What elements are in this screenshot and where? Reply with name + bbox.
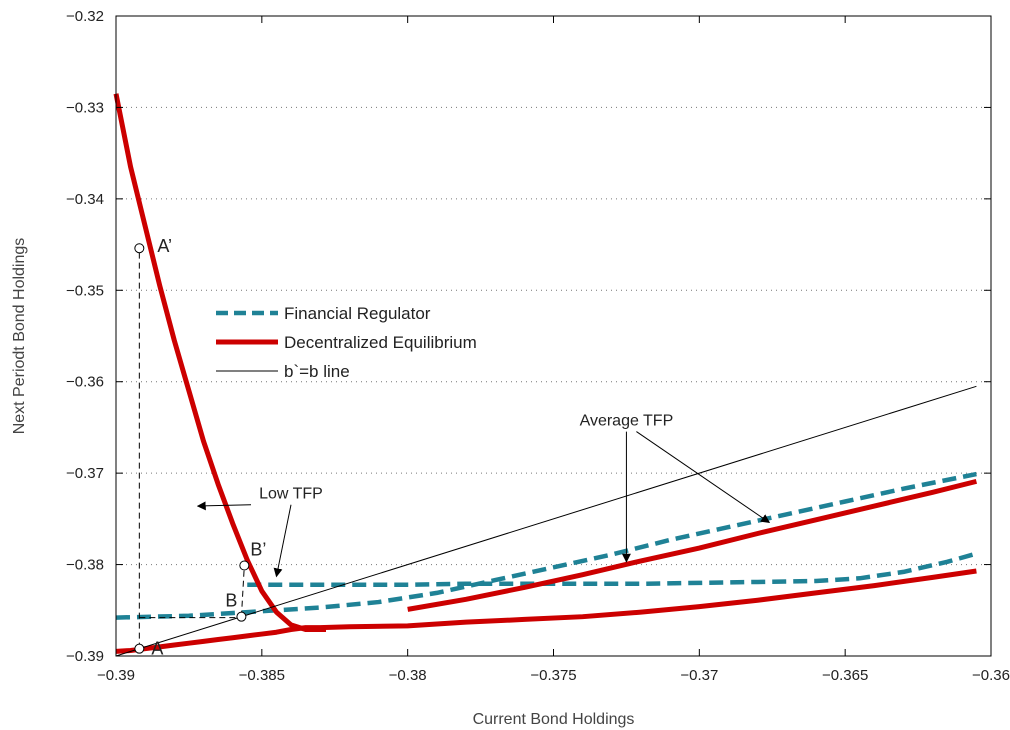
x-tick-label: −0.38 (389, 667, 427, 684)
series-b-b-line-line (115, 385, 977, 657)
x-axis-title: Current Bond Holdings (473, 711, 635, 728)
x-tick-label: −0.365 (822, 667, 868, 684)
annotation-label: Low TFP (259, 486, 323, 503)
point-label: B’ (250, 539, 266, 559)
plot-series (113, 93, 978, 657)
point-marker (134, 643, 145, 654)
x-tick-label: −0.37 (680, 667, 718, 684)
y-tick-label: −0.38 (66, 557, 104, 574)
point-marker (236, 611, 247, 622)
annotation-arrow (273, 504, 292, 578)
y-tick-label: −0.35 (66, 282, 104, 299)
point-marker (239, 560, 250, 571)
annotation-arrow (636, 431, 771, 524)
y-tick-label: −0.33 (66, 99, 104, 116)
legend-label: b`=b line (284, 362, 350, 381)
y-tick-label: −0.36 (66, 374, 104, 391)
series-financial-regulator-line (247, 551, 978, 587)
y-tick-label: −0.32 (66, 8, 104, 25)
annotation-label: Average TFP (580, 413, 674, 430)
y-tick-label: −0.34 (66, 191, 104, 208)
x-tick-label: −0.39 (97, 667, 135, 684)
guide-line (240, 565, 245, 617)
point-label: A (151, 639, 163, 659)
point-marker (134, 243, 145, 254)
y-tick-label: −0.37 (66, 465, 104, 482)
point-label: A’ (157, 236, 172, 256)
grid (116, 15, 991, 566)
point-markers: A A’ B B’ (134, 236, 266, 659)
y-tick-label: −0.39 (66, 648, 104, 665)
legend-label: Financial Regulator (284, 304, 431, 323)
ticks: −0.39 −0.385 −0.38 −0.375 −0.37 −0.365 −0.36 −0… (66, 8, 1010, 684)
guide-lines (138, 248, 245, 649)
series-decentralized-equilibrium-line (113, 93, 326, 632)
legend-label: Decentralized Equilibrium (284, 333, 477, 352)
annotations: Average TFP Low TFP (196, 413, 771, 578)
x-tick-label: −0.375 (530, 667, 576, 684)
x-tick-label: −0.36 (972, 667, 1010, 684)
y-axis-title: Next Periodt Bond Holdings (11, 238, 28, 435)
legend: Financial Regulator Decentralized Equilib… (216, 304, 477, 381)
annotation-arrow (196, 501, 252, 511)
series-decentralized-equilibrium-line (407, 478, 978, 612)
series-financial-regulator-line (115, 471, 977, 620)
x-tick-label: −0.385 (239, 667, 285, 684)
point-label: B (225, 591, 237, 611)
